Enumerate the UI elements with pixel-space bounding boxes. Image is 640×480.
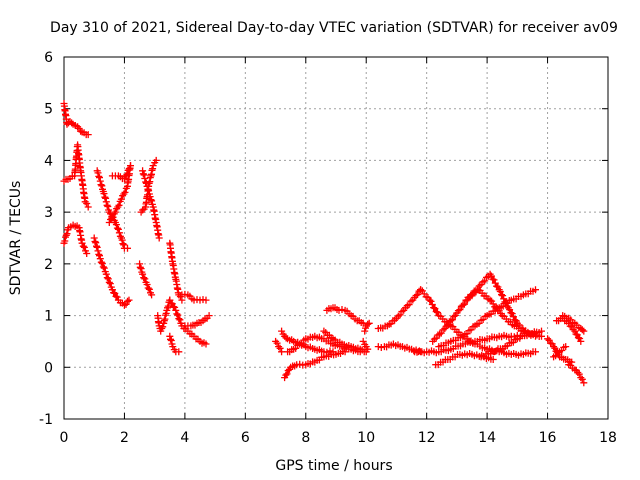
series-arc-q <box>272 337 286 356</box>
series-arc-w <box>359 337 372 353</box>
x-tick-label: 14 <box>478 430 496 446</box>
x-tick-label: 16 <box>539 430 557 446</box>
series-arc-y <box>374 340 425 356</box>
y-tick-label: -1 <box>39 412 53 428</box>
x-tick-label: 6 <box>241 430 250 446</box>
data-point-markers <box>60 100 92 139</box>
x-tick-label: 10 <box>357 430 375 446</box>
y-axis-label: SDTVAR / TECUs <box>8 181 24 296</box>
series-arc-z <box>374 286 425 332</box>
data-point-markers <box>60 141 92 211</box>
data-point-markers <box>136 260 156 299</box>
series-arc-j <box>136 260 156 299</box>
y-tick-label: 0 <box>44 360 53 376</box>
x-tick-label: 8 <box>301 430 310 446</box>
y-tick-label: 1 <box>44 309 53 325</box>
series-arc-k <box>154 296 174 335</box>
series-arc-i <box>137 156 160 216</box>
chart-title: Day 310 of 2021, Sidereal Day-to-day VTE… <box>50 20 618 36</box>
data-point-markers <box>105 162 134 226</box>
series-arc-b <box>60 141 92 211</box>
series-arc-v <box>323 304 367 327</box>
data-point-markers <box>281 348 349 382</box>
data-points <box>60 100 588 387</box>
y-tick-label: 6 <box>44 50 53 66</box>
data-point-markers <box>559 312 588 335</box>
series-arc-o <box>166 296 210 348</box>
y-tick-label: 4 <box>44 153 53 169</box>
data-point-markers <box>565 361 588 387</box>
series-arc-g <box>105 162 134 226</box>
data-point-markers <box>374 340 425 356</box>
series-arc-n <box>178 290 210 304</box>
data-point-markers <box>550 343 570 361</box>
x-tick-label: 12 <box>418 430 436 446</box>
data-point-markers <box>178 290 210 304</box>
y-tick-label: 5 <box>44 102 53 118</box>
series-arc-a <box>60 100 92 139</box>
data-point-markers <box>374 286 425 332</box>
data-point-markers <box>166 296 210 348</box>
series-arc-c <box>60 221 91 257</box>
data-point-markers <box>477 327 545 361</box>
data-point-markers <box>435 286 539 351</box>
series-arc-al <box>550 343 570 361</box>
data-point-markers <box>166 332 183 356</box>
x-tick-label: 0 <box>60 430 69 446</box>
y-tick-label: 3 <box>44 205 53 221</box>
grid <box>64 57 608 419</box>
data-point-markers <box>323 304 367 327</box>
series-arc-ak <box>565 361 588 387</box>
series-arc-m <box>166 332 183 356</box>
data-point-markers <box>320 327 370 356</box>
x-tick-label: 4 <box>180 430 189 446</box>
series-arc-e <box>90 234 133 309</box>
data-point-markers <box>361 319 373 335</box>
series-arc-ab <box>411 331 524 357</box>
data-point-markers <box>411 331 524 357</box>
data-point-markers <box>359 337 372 353</box>
series-arc-x <box>361 319 373 335</box>
x-axis-label: GPS time / hours <box>275 458 392 474</box>
y-tick-label: 2 <box>44 257 53 273</box>
data-point-markers <box>154 296 174 335</box>
series-arc-aj <box>559 312 588 335</box>
series-arc-p <box>181 312 213 330</box>
series-arc-ae <box>435 286 539 351</box>
x-tick-label: 18 <box>599 430 617 446</box>
x-tick-label: 2 <box>120 430 129 446</box>
data-point-markers <box>90 234 133 309</box>
series-arc-ag <box>477 327 545 361</box>
plot-frame <box>63 56 609 420</box>
data-point-markers <box>181 312 213 330</box>
series-arc-u <box>320 327 370 356</box>
data-point-markers <box>60 221 91 257</box>
series-arc-s <box>281 348 349 382</box>
data-point-markers <box>137 156 160 216</box>
data-point-markers <box>272 337 286 356</box>
